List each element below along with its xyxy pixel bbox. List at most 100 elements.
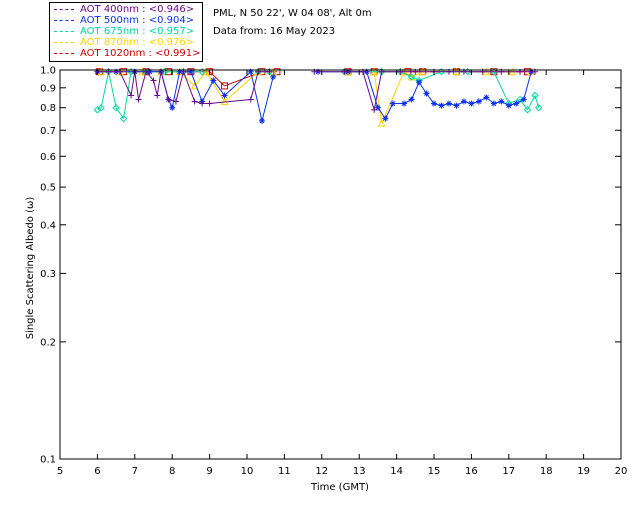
data-point — [97, 103, 105, 112]
series-line-segment — [224, 71, 252, 96]
y-tick-label: 0.7 — [40, 126, 56, 137]
data-point — [258, 117, 265, 124]
data-point — [498, 98, 505, 105]
x-tick-label: 5 — [57, 466, 63, 477]
x-axis-label: Time (GMT) — [310, 482, 369, 493]
x-tick-label: 6 — [94, 466, 100, 477]
series-line-segment — [119, 71, 132, 96]
data-point — [431, 100, 437, 107]
y-axis: 0.1 0.2 0.3 0.4 0.5 0.6 0.7 0.8 0.9 1.0 — [40, 66, 621, 466]
data-point — [150, 77, 157, 84]
data-point — [475, 98, 482, 105]
data-point — [531, 91, 539, 100]
site-location: PML, N 50 22', W 04 08', Alt 0m — [213, 8, 372, 19]
series-line-segment — [160, 71, 169, 100]
x-axis: 5 6 7 8 9 10 11 12 13 14 15 16 17 18 19 20 — [57, 70, 628, 477]
series-line-segment — [209, 98, 251, 105]
series-line-segment — [381, 71, 405, 124]
series-aot675nm — [93, 67, 543, 123]
x-tick-label: 10 — [241, 466, 254, 477]
series-aot870nm — [97, 67, 536, 127]
data-point — [128, 92, 135, 99]
series-line-segment — [201, 80, 214, 102]
x-tick-label: 17 — [502, 466, 515, 477]
series-line-segment — [156, 71, 162, 96]
series-line-segment — [205, 71, 225, 102]
series-line-segment — [523, 71, 532, 100]
legend-swatch-870nm — [54, 42, 74, 43]
data-point — [483, 94, 490, 101]
data-point — [172, 98, 179, 105]
x-tick-label: 12 — [315, 466, 328, 477]
data-point — [523, 106, 532, 114]
y-tick-label: 0.8 — [40, 103, 56, 114]
data-point — [187, 68, 194, 75]
series-aot400nm — [94, 68, 538, 113]
series-line-segment — [175, 71, 184, 102]
data-point — [206, 100, 213, 107]
data-point — [408, 96, 415, 103]
data-point — [119, 114, 128, 123]
series-line-segment — [134, 71, 140, 100]
y-tick-label: 0.1 — [40, 455, 56, 466]
y-tick-label: 0.3 — [40, 269, 56, 280]
series-line-segment — [194, 71, 207, 87]
y-tick-label: 1.0 — [40, 66, 56, 77]
data-point — [146, 68, 153, 75]
legend-entry-500nm: AOT 500nm : <0.904> — [50, 15, 202, 26]
legend-label-500nm: AOT 500nm : <0.904> — [80, 15, 195, 26]
data-point — [210, 77, 217, 84]
data-point — [273, 68, 281, 76]
data-point — [165, 96, 172, 103]
series-line-segment — [145, 71, 154, 81]
data-point — [135, 96, 142, 103]
data-point — [516, 95, 524, 104]
series-line-segment — [182, 71, 196, 102]
legend-entry-675nm: AOT 675nm : <0.957> — [50, 26, 202, 37]
x-tick-label: 16 — [465, 466, 478, 477]
x-tick-label: 20 — [615, 466, 628, 477]
data-point — [247, 96, 254, 103]
x-tick-label: 7 — [132, 466, 138, 477]
series-line-segment — [153, 80, 158, 96]
series-line-segment — [123, 71, 132, 119]
series-line-segment — [411, 82, 420, 100]
data-point — [363, 68, 370, 75]
data-point — [513, 100, 520, 107]
data-point — [416, 79, 423, 86]
series-line-segment — [373, 71, 383, 124]
data-point — [407, 73, 416, 81]
data-point — [169, 104, 176, 111]
series-line-segment — [250, 71, 259, 100]
legend-label-400nm: AOT 400nm : <0.946> — [80, 4, 195, 15]
series-line-segment — [168, 99, 173, 108]
data-point — [198, 67, 206, 76]
legend-label-870nm: AOT 870nm : <0.976> — [80, 37, 195, 48]
x-tick-label: 11 — [278, 466, 291, 477]
data-point — [221, 92, 228, 99]
legend: AOT 400nm : <0.946> AOT 500nm : <0.904> … — [49, 2, 203, 62]
data-point — [191, 98, 198, 105]
y-axis-label: Single Scattering Albedo (ω) — [25, 197, 36, 340]
series-line-segment — [130, 71, 136, 96]
series-line-segment — [384, 103, 394, 119]
series-line-segment — [362, 71, 375, 110]
legend-swatch-1020nm — [54, 53, 74, 54]
data-point — [199, 100, 206, 107]
series-line-segment — [212, 80, 225, 96]
data-point — [389, 100, 396, 107]
x-tick-label: 14 — [390, 466, 403, 477]
legend-swatch-500nm — [54, 20, 74, 21]
y-tick-label: 0.4 — [40, 220, 56, 231]
x-tick-label: 19 — [577, 466, 590, 477]
series-line-segment — [190, 71, 203, 102]
series-line-segment — [261, 76, 274, 121]
series-line-segment — [418, 71, 442, 81]
legend-swatch-400nm — [54, 9, 74, 10]
data-point — [423, 90, 430, 97]
legend-label-675nm: AOT 675nm : <0.957> — [80, 26, 195, 37]
data-point — [161, 67, 169, 76]
data-point — [463, 67, 472, 76]
data-date: Data from: 16 May 2023 — [213, 26, 336, 37]
